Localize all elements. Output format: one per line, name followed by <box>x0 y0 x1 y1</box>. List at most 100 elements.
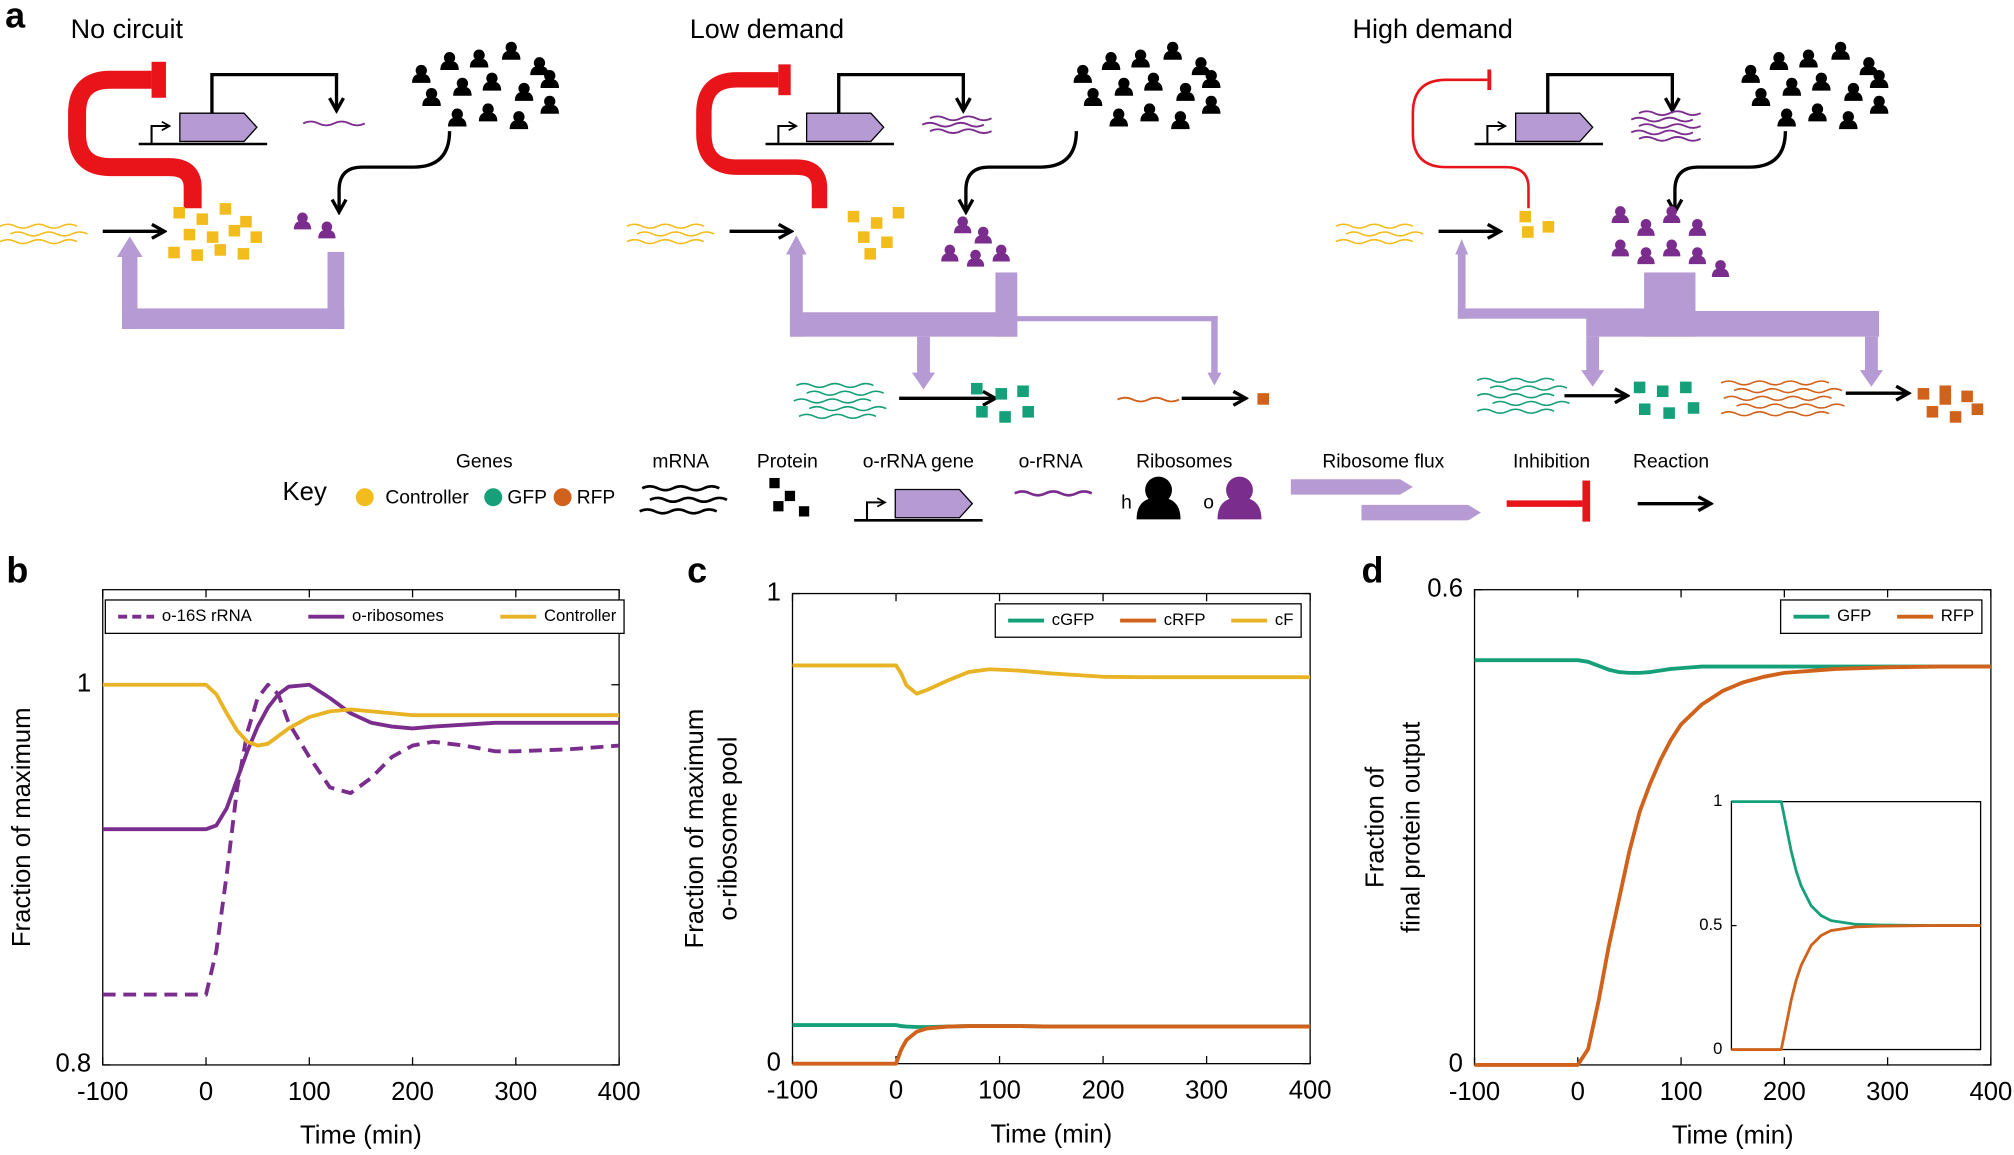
ribosome <box>422 88 441 106</box>
x-tick-label: -100 <box>767 1077 818 1105</box>
legend-box <box>104 599 625 635</box>
mrna <box>921 121 985 128</box>
mrna <box>1014 490 1093 497</box>
protein <box>1917 388 1930 400</box>
protein <box>1961 390 1973 403</box>
ribosome <box>318 221 336 239</box>
protein <box>206 231 219 243</box>
x-tick-label: -100 <box>1449 1078 1500 1106</box>
mrna <box>1723 395 1832 402</box>
ribosome <box>1611 206 1629 223</box>
scenario-title: Low demand <box>690 14 844 44</box>
panel-label: c <box>687 550 707 591</box>
protein <box>1542 221 1555 233</box>
protein <box>196 213 209 225</box>
x-axis-label: Time (min) <box>990 1120 1112 1148</box>
ribosome-flux <box>789 312 1018 337</box>
mrna <box>1733 387 1843 394</box>
ribosome <box>1176 82 1195 101</box>
ribosome <box>1751 88 1771 106</box>
ribosome-flux <box>116 236 143 258</box>
key-dot <box>484 488 503 507</box>
ribosome-flux <box>995 272 1018 337</box>
ribosome-flux <box>1457 308 1651 319</box>
protein <box>250 231 263 243</box>
ribosome <box>1637 247 1655 265</box>
protein <box>971 382 983 395</box>
ribosome <box>1688 218 1707 236</box>
mrna <box>1630 129 1694 136</box>
protein <box>219 203 232 215</box>
ribosome <box>1131 49 1150 68</box>
x-tick-label: 100 <box>288 1078 331 1106</box>
protein <box>847 210 860 223</box>
data-line <box>792 663 1311 696</box>
y-axis-label: o-ribosome pool <box>714 737 742 921</box>
protein <box>1022 406 1034 418</box>
protein <box>1519 210 1532 223</box>
protein <box>1522 226 1534 238</box>
mrna <box>0 238 78 245</box>
protein <box>240 215 252 228</box>
ribosome-flux <box>1865 336 1878 373</box>
y-tick-label: 1 <box>767 578 781 606</box>
ribosome-flux <box>917 336 930 376</box>
inhibition <box>68 70 202 209</box>
x-tick-label: 200 <box>1082 1077 1125 1105</box>
mrna <box>639 508 718 515</box>
ribosome <box>469 49 489 68</box>
legend-label: Controller <box>544 606 617 625</box>
inhibition-bar <box>1487 69 1492 91</box>
protein <box>1926 406 1939 418</box>
ribosome <box>412 64 431 83</box>
ribosome <box>1799 49 1818 68</box>
ribosome <box>1109 108 1128 127</box>
x-tick-label: 200 <box>1763 1078 1806 1106</box>
protein <box>168 246 180 259</box>
ribosome <box>1777 108 1796 127</box>
ribosome <box>1073 64 1093 83</box>
panel-label: b <box>6 550 28 591</box>
mrna <box>1638 110 1701 116</box>
protein <box>1257 393 1270 405</box>
mrna <box>636 231 715 237</box>
key-flux <box>1290 479 1413 495</box>
promoter <box>1486 126 1505 145</box>
mrna <box>1345 231 1424 237</box>
y-tick-label: 0 <box>1449 1050 1463 1078</box>
protein <box>798 506 810 517</box>
reaction-arrow <box>339 131 452 212</box>
x-tick-label: -100 <box>77 1078 128 1106</box>
ribosome <box>1769 52 1789 71</box>
ribosome-flux <box>1014 316 1218 322</box>
mrna <box>1630 116 1694 123</box>
mrna <box>1476 393 1555 399</box>
x-tick-label: 0 <box>889 1077 903 1105</box>
mrna <box>796 382 874 389</box>
ribosome <box>1217 476 1262 520</box>
ribosome <box>482 72 502 91</box>
protein <box>773 501 784 512</box>
ribosome <box>440 52 459 71</box>
ribosome <box>1114 77 1134 96</box>
data-line <box>1731 924 1981 1051</box>
data-line <box>1474 658 1991 675</box>
gene <box>894 488 974 519</box>
mrna <box>1117 396 1180 403</box>
protein <box>1687 402 1700 414</box>
ribosome <box>453 77 472 96</box>
ribosome <box>966 249 985 267</box>
protein <box>881 236 893 249</box>
x-axis-label: Time (min) <box>300 1122 422 1150</box>
x-tick-label: 300 <box>1866 1078 1909 1106</box>
protein <box>228 224 241 237</box>
ribosome-flux <box>1859 370 1883 387</box>
x-tick-label: 100 <box>978 1077 1021 1105</box>
protein <box>1939 393 1952 405</box>
promoter <box>777 126 796 145</box>
protein <box>864 248 876 260</box>
key-label: Reaction <box>1633 452 1709 473</box>
mrna <box>1335 238 1414 245</box>
key-flux <box>1361 504 1481 521</box>
